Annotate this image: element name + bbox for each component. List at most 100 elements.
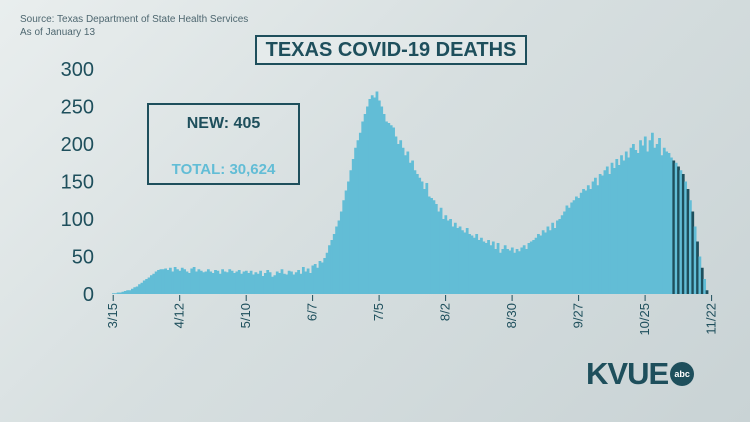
bar xyxy=(472,237,476,294)
bar xyxy=(261,276,265,294)
bar xyxy=(693,226,697,294)
bar xyxy=(643,136,647,294)
bar xyxy=(399,140,403,294)
bar xyxy=(465,228,469,294)
bar xyxy=(563,211,566,294)
bar xyxy=(700,267,704,294)
bar xyxy=(157,270,160,294)
bar xyxy=(164,268,168,294)
total-deaths-label: TOTAL: 30,624 xyxy=(171,161,276,178)
bar xyxy=(190,268,194,294)
bar xyxy=(610,162,614,294)
bar xyxy=(361,121,365,294)
bar xyxy=(453,222,457,294)
bar xyxy=(259,270,262,294)
y-tick-label: 200 xyxy=(61,134,94,156)
bar xyxy=(703,279,707,294)
bar xyxy=(171,271,175,294)
bar xyxy=(349,170,353,294)
bar xyxy=(413,170,417,294)
bar xyxy=(608,174,612,294)
bar xyxy=(484,243,488,294)
bar xyxy=(214,270,217,294)
bar xyxy=(539,235,543,294)
bar xyxy=(475,234,479,294)
bar xyxy=(667,153,671,294)
bar xyxy=(451,226,455,294)
bar xyxy=(290,271,293,294)
bar xyxy=(653,147,657,294)
bar xyxy=(634,150,638,294)
bar xyxy=(149,275,153,294)
bar xyxy=(553,228,557,294)
bar xyxy=(437,211,441,294)
bar xyxy=(366,106,369,294)
bar xyxy=(641,145,645,294)
bar xyxy=(691,211,695,294)
bar xyxy=(183,269,187,294)
bar xyxy=(660,155,664,294)
y-tick-label: 50 xyxy=(72,247,94,269)
bar xyxy=(532,240,536,294)
bar xyxy=(544,232,547,294)
bar xyxy=(496,243,500,294)
bar xyxy=(461,230,464,294)
bar xyxy=(655,144,659,294)
bar xyxy=(458,226,462,294)
bar xyxy=(252,274,255,294)
as-of-date: As of January 13 xyxy=(20,27,96,38)
x-tick-label: 11/22 xyxy=(704,303,719,335)
x-tick-label: 5/10 xyxy=(238,303,253,328)
y-axis: 0 50 100 150 200 250 300 xyxy=(61,59,94,306)
bar xyxy=(126,290,130,294)
bar xyxy=(159,269,163,294)
bars-group xyxy=(112,91,709,294)
bar xyxy=(287,270,291,294)
bar xyxy=(211,273,215,294)
bar xyxy=(368,99,372,294)
bar xyxy=(670,157,673,294)
bar xyxy=(123,291,127,294)
bar xyxy=(370,95,374,294)
x-tick-label: 4/12 xyxy=(172,303,187,328)
y-tick-label: 150 xyxy=(61,172,94,194)
bar xyxy=(622,160,626,294)
bar xyxy=(446,220,450,294)
bar xyxy=(168,267,172,294)
bar xyxy=(282,273,286,294)
bar xyxy=(615,159,619,294)
bar xyxy=(271,276,274,294)
bar xyxy=(178,270,182,294)
bar xyxy=(658,138,661,294)
x-tick-label: 6/7 xyxy=(305,303,320,321)
bar xyxy=(187,273,191,294)
bar xyxy=(225,272,229,294)
bar xyxy=(646,151,650,294)
bar xyxy=(325,252,329,294)
bar xyxy=(513,252,517,294)
bar xyxy=(247,273,251,294)
bar xyxy=(309,273,312,294)
bar xyxy=(613,168,616,294)
bar xyxy=(601,175,604,294)
bar xyxy=(131,288,134,294)
bar xyxy=(406,151,410,294)
new-deaths-label: NEW: 405 xyxy=(186,115,261,132)
bar xyxy=(572,200,576,294)
bar xyxy=(135,286,139,294)
bar xyxy=(698,256,702,294)
bar xyxy=(297,270,300,294)
bar xyxy=(342,200,346,294)
bar xyxy=(420,181,424,294)
bar xyxy=(582,189,585,294)
bar xyxy=(330,240,334,294)
y-tick-label: 100 xyxy=(61,209,94,231)
x-tick-label: 8/2 xyxy=(438,303,453,321)
kvue-logo: KVUE abc xyxy=(586,357,695,391)
bar xyxy=(311,265,315,294)
bar xyxy=(240,273,243,294)
bar xyxy=(636,153,640,294)
x-tick-label: 7/5 xyxy=(371,303,386,321)
bar xyxy=(499,252,502,294)
bar xyxy=(598,174,602,294)
